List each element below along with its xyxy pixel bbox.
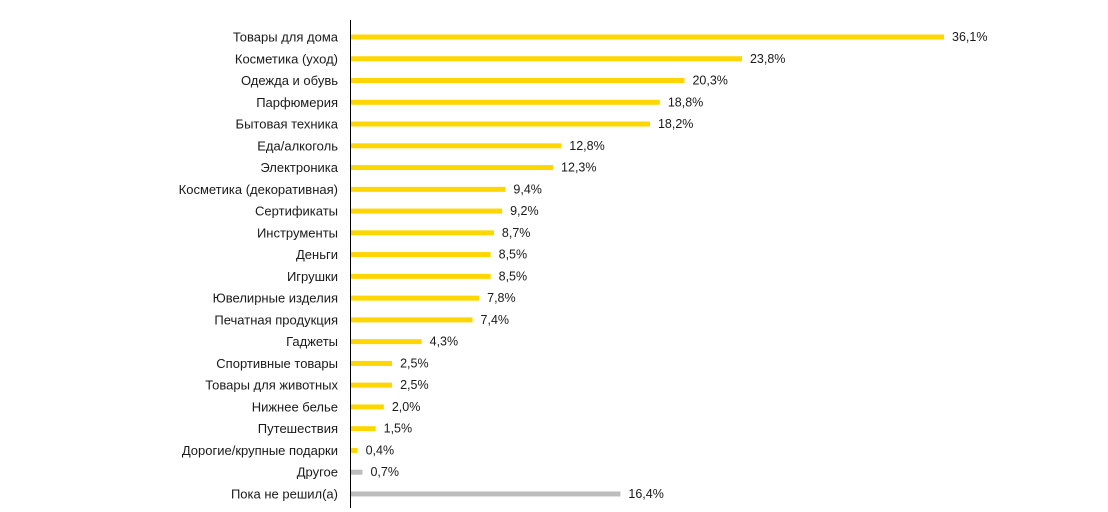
bar — [351, 426, 376, 432]
category-label: Ювелирные изделия — [213, 291, 338, 306]
value-label: 12,3% — [561, 161, 596, 175]
value-label: 1,5% — [384, 422, 413, 436]
bar — [351, 143, 562, 149]
value-label: 2,5% — [400, 378, 429, 392]
value-label: 18,2% — [658, 117, 693, 131]
bars-layer: Товары для дома 36,1% Косметика (уход) 23,8… — [179, 30, 988, 502]
value-label: 18,8% — [668, 95, 703, 109]
bar — [351, 34, 944, 40]
value-label: 16,4% — [628, 487, 663, 501]
bar — [351, 78, 685, 84]
category-label: Косметика (декоративная) — [179, 182, 338, 197]
category-label: Нижнее белье — [252, 399, 338, 414]
value-label: 8,7% — [502, 226, 531, 240]
category-label: Косметика (уход) — [235, 51, 338, 66]
category-label: Парфюмерия — [256, 95, 338, 110]
value-label: 20,3% — [692, 74, 727, 88]
category-label: Игрушки — [287, 269, 338, 284]
value-label: 8,5% — [499, 269, 528, 283]
bar — [351, 491, 621, 497]
category-label: Электроника — [260, 160, 338, 175]
bar — [351, 208, 503, 214]
bar — [351, 447, 358, 453]
value-label: 0,7% — [370, 465, 399, 479]
bar — [351, 382, 393, 388]
value-label: 12,8% — [569, 139, 604, 153]
category-label: Инструменты — [257, 225, 338, 240]
bar — [351, 317, 473, 323]
value-label: 9,4% — [513, 182, 542, 196]
value-label: 8,5% — [499, 248, 528, 262]
bar — [351, 56, 742, 62]
category-label: Другое — [297, 465, 338, 480]
category-label: Бытовая техника — [236, 117, 339, 132]
value-label: 9,2% — [510, 204, 538, 218]
category-label: Еда/алкоголь — [257, 138, 338, 153]
bar — [351, 273, 491, 279]
category-label: Спортивные товары — [216, 356, 338, 371]
bar — [351, 295, 480, 301]
bar — [351, 339, 422, 345]
value-label: 23,8% — [750, 52, 785, 66]
category-label: Путешествия — [258, 421, 338, 436]
category-label: Одежда и обувь — [241, 73, 338, 88]
bar — [351, 404, 384, 410]
bar — [351, 165, 554, 171]
bar — [351, 186, 506, 192]
category-label: Сертификаты — [255, 204, 338, 219]
value-label: 0,4% — [366, 443, 395, 457]
category-label: Товары для животных — [205, 378, 338, 393]
category-label: Печатная продукция — [214, 312, 338, 327]
value-label: 7,8% — [487, 291, 516, 305]
category-label: Дорогие/крупные подарки — [182, 443, 338, 458]
value-label: 4,3% — [430, 335, 459, 349]
bar — [351, 121, 650, 127]
bar — [351, 99, 660, 105]
category-label: Гаджеты — [286, 334, 338, 349]
value-label: 36,1% — [952, 30, 987, 44]
category-label: Пока не решил(а) — [231, 486, 338, 501]
bar — [351, 360, 393, 366]
value-label: 2,0% — [392, 400, 421, 414]
bar — [351, 469, 363, 475]
category-label: Деньги — [296, 247, 338, 262]
category-label: Товары для дома — [233, 30, 339, 45]
value-label: 7,4% — [481, 313, 510, 327]
bar — [351, 230, 494, 236]
bar — [351, 252, 491, 258]
value-label: 2,5% — [400, 356, 429, 370]
